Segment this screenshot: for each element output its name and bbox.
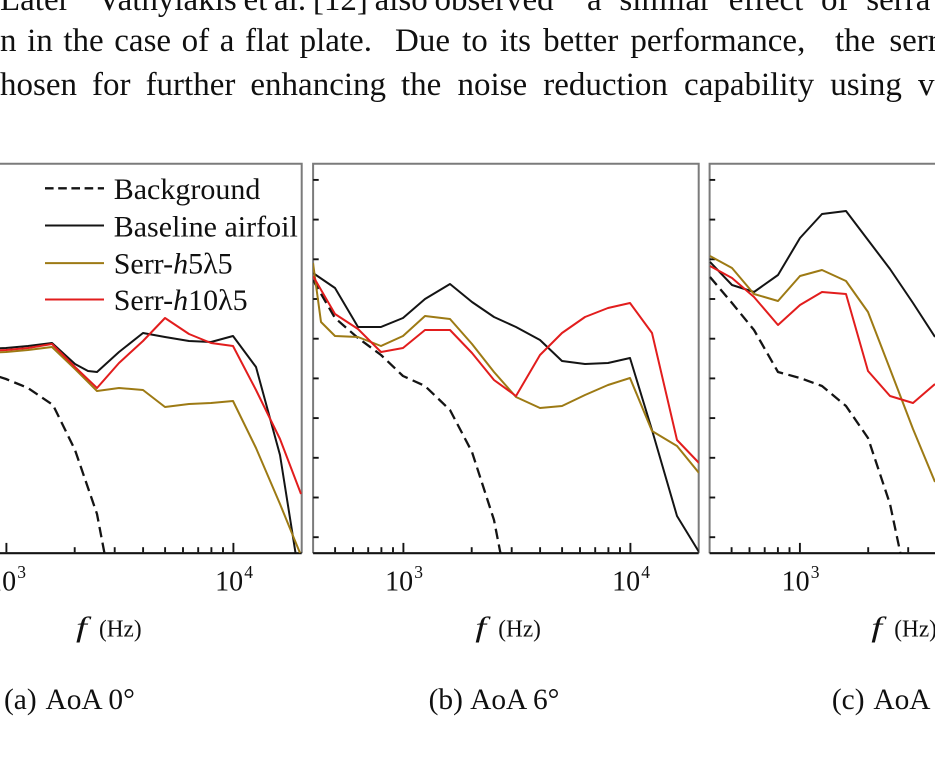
svg-text:3: 3	[414, 562, 423, 582]
svg-text:f: f	[76, 613, 92, 643]
svg-text:Serr-h10λ5: Serr-h10λ5	[114, 284, 248, 317]
svg-text:10: 10	[215, 566, 243, 598]
svg-text:Background: Background	[114, 173, 261, 206]
svg-text:(a): (a)	[4, 684, 37, 716]
svg-text:(Hz): (Hz)	[894, 616, 935, 643]
svg-text:10: 10	[612, 566, 640, 598]
svg-text:3: 3	[17, 562, 26, 582]
svg-text:10: 10	[782, 566, 810, 598]
svg-text:AoA 12°: AoA 12°	[873, 684, 935, 716]
svg-text:AoA 6°: AoA 6°	[470, 684, 559, 716]
svg-text:AoA 0°: AoA 0°	[46, 684, 135, 716]
svg-text:4: 4	[244, 562, 253, 582]
svg-text:f: f	[871, 613, 887, 643]
svg-text:(Hz): (Hz)	[498, 616, 541, 643]
svg-text:10: 10	[385, 566, 413, 598]
svg-text:3: 3	[811, 562, 820, 582]
svg-text:f: f	[475, 613, 491, 643]
svg-text:4: 4	[641, 562, 650, 582]
svg-text:(Hz): (Hz)	[99, 616, 142, 643]
svg-text:10: 10	[0, 566, 16, 598]
svg-text:(c): (c)	[832, 684, 865, 716]
svg-text:Baseline airfoil: Baseline airfoil	[114, 210, 298, 243]
svg-text:Serr-h5λ5: Serr-h5λ5	[114, 248, 233, 281]
svg-text:(b): (b)	[429, 684, 463, 716]
